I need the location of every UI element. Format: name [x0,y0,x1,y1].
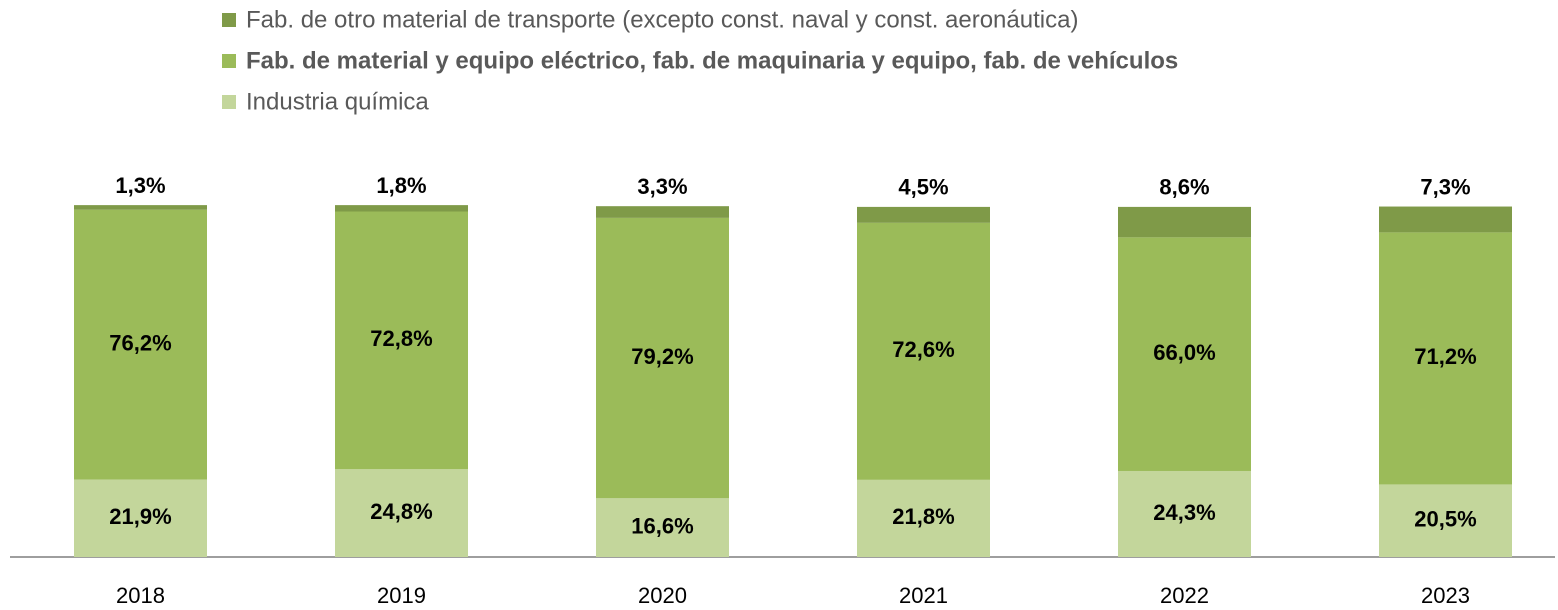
data-label: 7,3% [1420,174,1470,199]
x-tick-label: 2021 [899,583,948,608]
data-label: 72,8% [370,326,432,351]
bar-segment [335,205,468,212]
legend-swatch [222,95,236,109]
x-tick-label: 2020 [638,583,687,608]
bar-segment [596,206,729,218]
legend-label: Industria química [246,88,429,115]
bar-segment [596,498,729,557]
bar-segment [857,206,990,223]
data-label: 3,3% [637,174,687,199]
data-label: 76,2% [109,330,171,355]
bar-segment [74,479,207,557]
bar-segment [596,217,729,499]
data-label: 72,6% [892,337,954,362]
legend-swatch [222,13,236,27]
x-tick-label: 2022 [1160,583,1209,608]
data-label: 1,3% [115,173,165,198]
legend-label: Fab. de otro material de transporte (exc… [246,6,1078,33]
data-label: 71,2% [1414,344,1476,369]
bar-segment [1379,484,1512,557]
bar-segment [857,222,990,480]
data-label: 16,6% [631,513,693,538]
bar-segment [74,209,207,480]
data-label: 4,5% [898,175,948,200]
bar-segment [857,479,990,557]
legend-swatch [222,54,236,68]
data-label: 21,9% [109,504,171,529]
x-tick-label: 2018 [116,583,165,608]
data-label: 24,8% [370,499,432,524]
legend-label: Fab. de material y equipo eléctrico, fab… [246,47,1178,74]
bar-segment [1379,206,1512,233]
bar-segment [335,211,468,470]
bar-segment [74,205,207,210]
data-label: 1,8% [376,173,426,198]
x-tick-label: 2023 [1421,583,1470,608]
data-label: 66,0% [1153,340,1215,365]
data-label: 21,8% [892,504,954,529]
bar-segment [1118,206,1251,238]
data-label: 79,2% [631,344,693,369]
data-label: 8,6% [1159,175,1209,200]
data-label: 20,5% [1414,507,1476,532]
bar-segment [1118,237,1251,471]
bar-segment [335,469,468,557]
data-label: 24,3% [1153,500,1215,525]
x-tick-label: 2019 [377,583,426,608]
bar-segment [1118,470,1251,557]
bar-segment [1379,232,1512,485]
